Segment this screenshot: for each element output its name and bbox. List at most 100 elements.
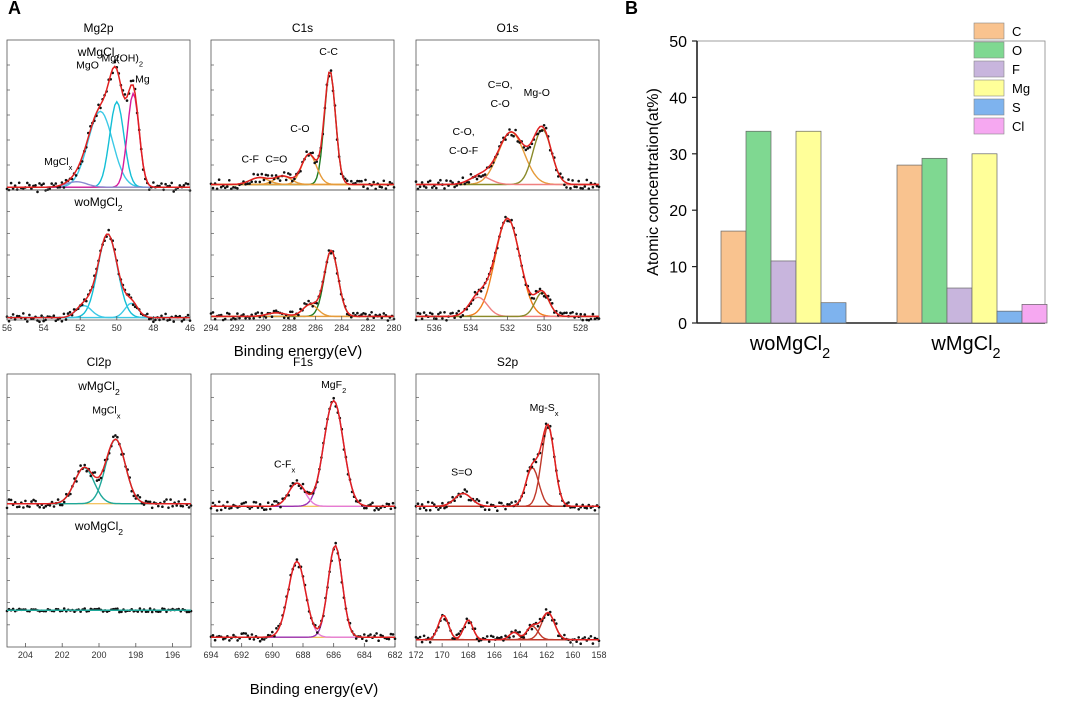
- data-point: [30, 500, 33, 503]
- data-point: [528, 145, 532, 149]
- data-point: [167, 506, 170, 510]
- data-point: [581, 187, 584, 190]
- data-point: [181, 505, 185, 508]
- data-point: [30, 187, 33, 190]
- data-point: [575, 503, 578, 506]
- data-point: [161, 505, 164, 509]
- data-point: [232, 186, 235, 189]
- data-point: [414, 318, 418, 322]
- data-point: [437, 508, 440, 511]
- data-point: [575, 312, 578, 316]
- data-point: [414, 635, 418, 639]
- data-point: [252, 317, 255, 320]
- data-point: [271, 630, 274, 634]
- xps-panel-o1s: O1s C=O, C-O Mg-O C-O, C-O-F 536 534 532 530 528: [414, 21, 601, 333]
- data-point: [83, 607, 86, 610]
- data-point: [279, 505, 282, 509]
- data-point: [597, 317, 601, 320]
- data-point: [180, 320, 184, 323]
- data-point: [42, 182, 45, 185]
- data-point: [332, 396, 336, 400]
- data-point: [24, 499, 27, 503]
- data-point: [563, 504, 566, 508]
- data-point: [89, 474, 93, 478]
- x-tick-label-s2p: 172: [408, 650, 423, 660]
- data-point: [160, 182, 163, 185]
- data-point: [461, 176, 465, 179]
- x-tick-label-o1s: 528: [573, 323, 588, 333]
- data-point: [567, 178, 570, 181]
- data-point: [83, 463, 86, 467]
- peak-label-s2p-0-sub: x: [555, 408, 559, 417]
- data-point: [160, 314, 163, 318]
- data-point: [459, 315, 463, 319]
- data-point: [313, 161, 317, 165]
- data-point: [389, 632, 393, 636]
- data-point: [250, 180, 253, 183]
- data-point: [226, 500, 229, 504]
- data-point: [374, 187, 378, 191]
- data-point: [387, 502, 391, 506]
- data-point: [489, 634, 493, 638]
- data-point: [360, 313, 363, 316]
- data-point: [524, 148, 528, 152]
- data-point: [485, 635, 489, 638]
- data-point: [48, 504, 52, 507]
- data-point: [54, 182, 58, 185]
- data-point: [211, 311, 215, 314]
- bar-O-wMgCl: [921, 157, 948, 324]
- legend-label-S: S: [1012, 100, 1021, 115]
- data-point: [589, 506, 593, 510]
- data-point: [171, 504, 174, 508]
- data-point: [418, 635, 422, 639]
- x-tick-label-cl2p: 202: [55, 650, 70, 660]
- data-point: [44, 318, 47, 322]
- peak-component-o1s-w-1: [416, 128, 599, 186]
- data-point: [266, 633, 270, 637]
- atomic-concentration-chart: 0 10 20 30 40 50 Atomic concentration(at%) woMg…: [645, 22, 1048, 362]
- data-point: [514, 128, 517, 132]
- data-point: [522, 146, 526, 149]
- data-point: [305, 150, 308, 153]
- data-point: [248, 637, 252, 641]
- data-point: [258, 180, 262, 184]
- data-point: [152, 320, 155, 324]
- data-point: [184, 182, 188, 185]
- data-point: [563, 183, 566, 187]
- data-point: [437, 181, 440, 185]
- panel-frame-o1s-wo: [415, 189, 600, 321]
- fit-envelope-o1s-wo: [416, 217, 599, 318]
- data-point: [136, 494, 140, 497]
- data-point: [393, 506, 397, 510]
- x-tick-label-s2p: 170: [435, 650, 450, 660]
- data-point: [146, 500, 150, 504]
- data-point: [254, 501, 258, 504]
- data-point: [79, 464, 82, 467]
- data-point: [577, 636, 580, 639]
- peak-component-mg2p-wo-0: [7, 233, 190, 319]
- data-point: [583, 313, 587, 316]
- peak-label-mg2p-2: Mg: [135, 73, 150, 85]
- bar-O-woMgCl: [745, 130, 772, 324]
- data-point: [378, 185, 382, 188]
- data-point: [34, 499, 37, 503]
- data-point: [487, 508, 491, 512]
- data-point: [487, 640, 491, 643]
- data-point: [538, 617, 542, 621]
- data-point: [230, 506, 233, 510]
- data-point: [112, 435, 115, 439]
- data-point: [232, 633, 235, 637]
- data-point: [262, 508, 266, 512]
- data-point: [138, 496, 142, 499]
- bar-Mg-woMgCl: [795, 130, 822, 324]
- data-point: [66, 312, 70, 315]
- data-point: [473, 290, 477, 294]
- data-point: [146, 312, 149, 316]
- data-point: [575, 640, 578, 643]
- data-point: [428, 311, 432, 315]
- fit-envelope-mg2p-w: [7, 65, 190, 188]
- data-point: [418, 185, 422, 189]
- data-point: [441, 317, 444, 320]
- panel-frame-cl2p-wo: [6, 513, 192, 648]
- data-point: [386, 319, 390, 322]
